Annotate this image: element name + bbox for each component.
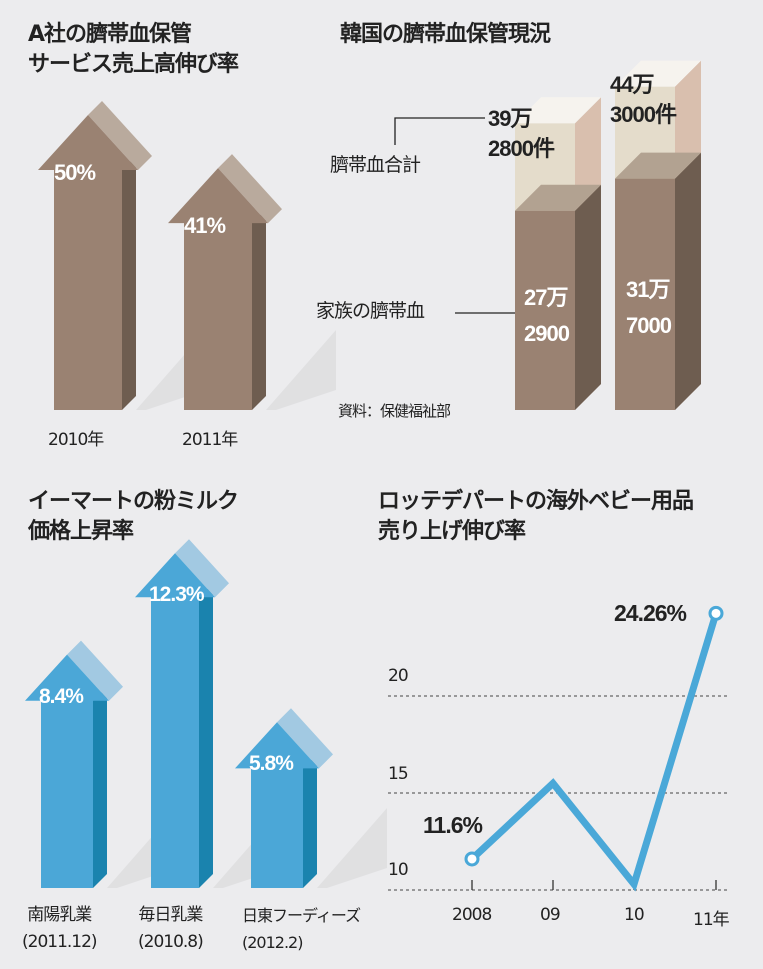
chart3-title-line1: イーマートの粉ミルク xyxy=(28,489,239,514)
y-tick-label: 20 xyxy=(388,666,409,686)
x-tick-label: 09 xyxy=(540,905,561,925)
chart2-family-label: 27万 2900 xyxy=(524,285,570,346)
x-tick-label: 2008 xyxy=(452,905,492,925)
family-bar xyxy=(615,178,675,410)
family-bar-top xyxy=(515,184,601,211)
chart4-title: ロッテデパートの海外ベビー用品 売り上げ伸び率 xyxy=(378,487,694,547)
chart1-arrow-shadow xyxy=(266,330,336,410)
x-tick-label: 11年 xyxy=(693,910,730,930)
chart3-arrow-head-top xyxy=(277,708,333,769)
chart1-arrow-head-top xyxy=(218,154,282,224)
total-bar-top xyxy=(615,60,701,87)
chart3-arrow-side xyxy=(199,583,213,888)
chart3-arrow-side xyxy=(93,686,107,888)
data-point xyxy=(464,851,480,867)
chart1-arrow xyxy=(168,168,268,410)
chart2-total-label: 44万 3000件 xyxy=(610,72,677,127)
chart4-title-line2: 売り上げ伸び率 xyxy=(378,519,526,544)
chart2-family-label: 31万 7000 xyxy=(626,277,672,338)
family-bar-side xyxy=(675,152,701,410)
chart3-x-label: 毎日乳業 (2010.8) xyxy=(138,905,204,952)
chart3-x-label: 日東フーディーズ (2012.2) xyxy=(242,906,361,952)
chart3-data-label: 12.3% xyxy=(149,583,205,607)
chart3-arrow-side xyxy=(303,754,317,888)
chart3-arrow-shadow xyxy=(317,808,387,888)
chart1-arrow xyxy=(38,115,138,410)
data-point xyxy=(708,605,724,621)
chart1-x-label: 2011年 xyxy=(182,430,238,450)
legend-family: 家族の臍帯血 xyxy=(316,300,425,322)
chart3-arrow xyxy=(135,553,215,888)
line-data-label: 24.26% xyxy=(614,600,687,626)
source-note: 資料：保健福祉部 xyxy=(338,402,451,420)
chart1-arrow-side xyxy=(252,209,266,410)
chart3-x-label: 南陽乳業 (2011.12) xyxy=(22,905,98,952)
chart1-data-label: 41% xyxy=(184,213,226,239)
chart3-arrow xyxy=(235,722,319,888)
chart4-title-line1: ロッテデパートの海外ベビー用品 xyxy=(378,489,694,514)
legend-total: 臍帯血合計 xyxy=(330,154,421,176)
chart3-data-label: 5.8% xyxy=(249,752,294,776)
chart1-title-line1: A社の臍帯血保管 xyxy=(28,22,192,47)
data-line xyxy=(469,612,720,892)
y-tick-label: 10 xyxy=(388,860,409,880)
chart3-arrow-head-top xyxy=(175,539,229,598)
line-data-label: 11.6% xyxy=(423,812,483,838)
chart3-title: イーマートの粉ミルク 価格上昇率 xyxy=(28,487,239,547)
chart1-title-line2: サービス売上高伸び率 xyxy=(28,52,239,77)
family-bar-top xyxy=(615,152,701,179)
family-bar xyxy=(515,210,575,410)
chart3-data-label: 8.4% xyxy=(39,684,84,708)
family-bar-side xyxy=(575,184,601,410)
y-tick-label: 15 xyxy=(388,764,409,784)
leader-line-total xyxy=(394,117,485,145)
chart1-data-label: 50% xyxy=(54,160,96,185)
chart3-arrow xyxy=(25,654,109,888)
x-tick-label: 10 xyxy=(624,905,645,925)
chart2-total-label: 39万 2800件 xyxy=(488,106,555,161)
chart1-x-label: 2010年 xyxy=(48,430,104,450)
chart3-title-line2: 価格上昇率 xyxy=(28,519,134,544)
total-bar-top xyxy=(515,97,601,124)
chart3-arrow-head-top xyxy=(67,640,123,701)
chart2-title: 韓国の臍帯血保管現況 xyxy=(340,22,551,47)
chart1-arrow-side xyxy=(122,156,136,410)
chart1-arrow-head-top xyxy=(88,101,152,170)
chart1-title: A社の臍帯血保管 サービス売上高伸び率 xyxy=(28,20,239,80)
